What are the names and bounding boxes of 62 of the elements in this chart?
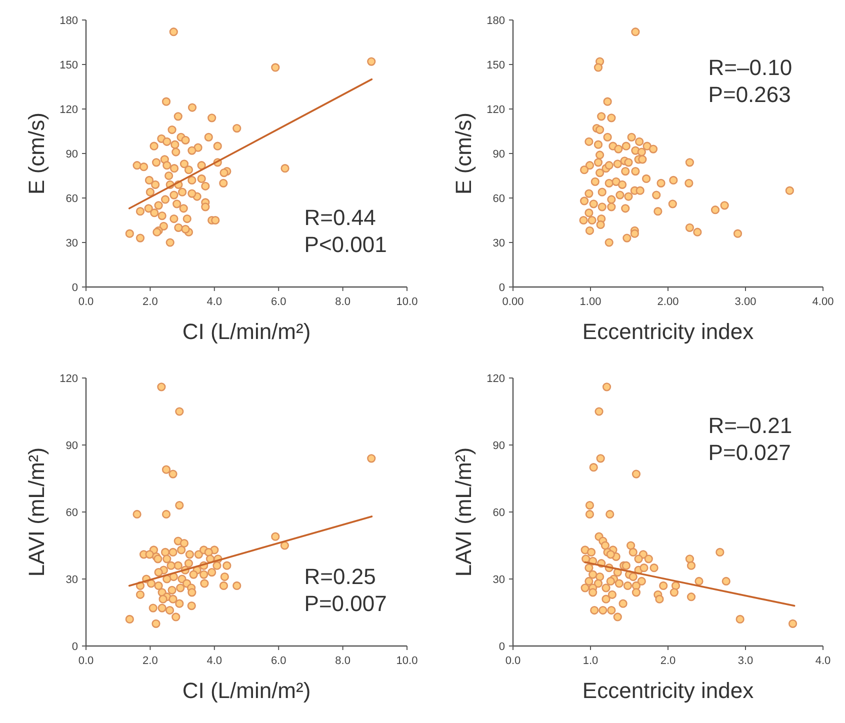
y-axis-title: LAVI (mL/m²)	[24, 447, 49, 577]
x-tick-label: 4.0	[815, 655, 831, 667]
y-tick-label: 120	[60, 104, 78, 116]
y-tick-label: 60	[492, 507, 505, 519]
annotation: P<0.001	[304, 232, 387, 257]
x-tick-label: 2.0	[142, 655, 158, 667]
x-tick-label: 2.0	[660, 655, 676, 667]
annotation: P=0.263	[708, 82, 791, 107]
y-tick-label: 180	[486, 15, 505, 27]
x-tick-label: 0.0	[505, 655, 521, 667]
y-tick-label: 150	[486, 60, 505, 72]
y-tick-label: 60	[66, 507, 78, 519]
x-tick-label: 6.0	[270, 655, 286, 667]
y-tick-label: 90	[66, 148, 78, 160]
x-tick-label: 4.0	[206, 655, 222, 667]
x-tick-label: 0.00	[502, 296, 524, 308]
x-tick-label: 4.00	[812, 296, 834, 308]
x-axis-title: Eccentricity index	[582, 319, 754, 344]
y-tick-label: 180	[60, 15, 78, 27]
y-tick-label: 0	[498, 282, 505, 294]
x-tick-label: 8.0	[335, 655, 350, 667]
x-tick-label: 0.0	[78, 655, 94, 667]
y-axis-title: E (cm/s)	[24, 112, 49, 194]
annotation: R=–0.10	[708, 55, 792, 80]
y-tick-label: 0	[72, 282, 78, 294]
x-axis-title: Eccentricity index	[582, 678, 754, 703]
x-tick-label: 3.00	[734, 296, 756, 308]
annotation: P=0.007	[304, 591, 387, 616]
y-axis-title: E (cm/s)	[451, 112, 476, 194]
x-tick-label: 2.00	[657, 296, 679, 308]
annotation: R=0.25	[304, 564, 376, 589]
x-tick-label: 10.0	[396, 655, 418, 667]
y-tick-label: 60	[66, 193, 78, 205]
y-tick-label: 90	[492, 148, 505, 160]
x-tick-label: 3.0	[738, 655, 754, 667]
y-tick-label: 60	[492, 193, 505, 205]
x-tick-label: 6.0	[270, 296, 286, 308]
y-tick-label: 30	[66, 238, 78, 250]
x-tick-label: 0.0	[78, 296, 94, 308]
y-tick-label: 120	[60, 373, 78, 385]
y-tick-label: 150	[60, 60, 78, 72]
y-tick-label: 0	[72, 641, 78, 653]
y-tick-label: 30	[492, 574, 505, 586]
y-tick-label: 30	[492, 238, 505, 250]
x-tick-label: 10.0	[396, 296, 418, 308]
x-tick-label: 1.0	[582, 655, 598, 667]
x-axis-title: CI (L/min/m²)	[182, 678, 311, 703]
x-tick-label: 2.0	[142, 296, 158, 308]
annotation: P=0.027	[708, 440, 791, 465]
x-tick-label: 1.00	[580, 296, 602, 308]
x-tick-label: 4.0	[206, 296, 222, 308]
y-tick-label: 90	[492, 440, 505, 452]
y-tick-label: 30	[66, 574, 78, 586]
y-tick-label: 90	[66, 440, 78, 452]
annotation: R=0.44	[304, 205, 376, 230]
y-tick-label: 0	[498, 641, 505, 653]
x-tick-label: 8.0	[335, 296, 350, 308]
y-axis-title: LAVI (mL/m²)	[451, 447, 476, 577]
annotation: R=–0.21	[708, 413, 792, 438]
y-tick-label: 120	[486, 373, 505, 385]
y-tick-label: 120	[486, 104, 505, 116]
x-axis-title: CI (L/min/m²)	[182, 319, 311, 344]
